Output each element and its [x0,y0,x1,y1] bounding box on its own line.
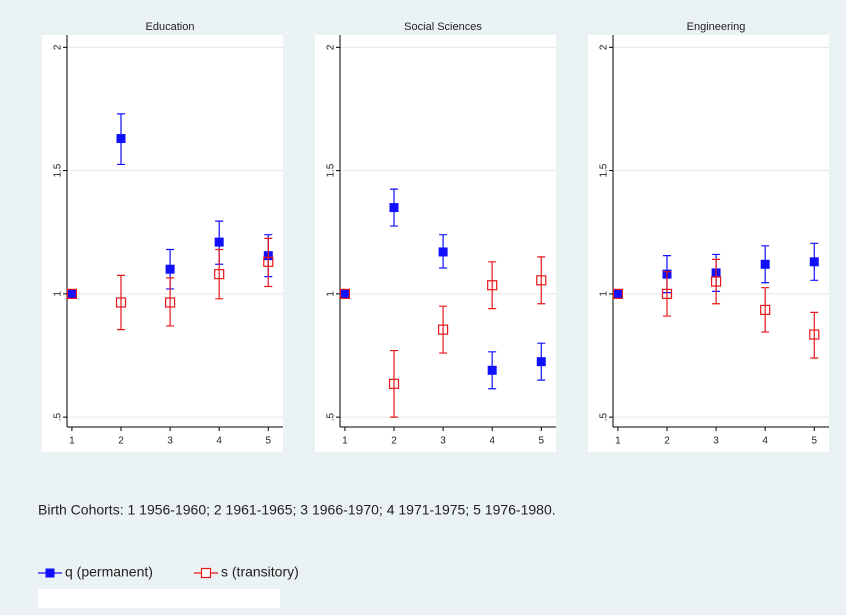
error-bar [439,305,448,354]
y-tick-label: 1.5 [53,163,64,177]
error-bar [215,248,224,300]
marker [536,357,546,367]
marker [116,134,126,144]
marker [165,264,175,274]
panel [315,35,556,452]
error-bar [488,261,497,310]
x-tick-label: 3 [440,436,446,447]
marker [661,288,673,299]
x-tick-label: 5 [811,436,817,447]
marker [67,289,77,299]
y-tick-label: .5 [326,413,337,422]
error-bar [537,256,546,305]
marker [438,247,448,257]
x-tick-label: 5 [265,436,271,447]
marker [536,275,547,286]
marker [340,289,350,299]
y-tick-label: 2 [599,44,610,50]
panel [42,35,283,452]
legend-label: s (transitory) [221,564,299,580]
x-tick-label: 1 [615,436,621,447]
y-tick-label: 2 [53,44,64,50]
marker [760,304,771,315]
legend-marker [200,567,212,579]
error-bar [390,349,398,418]
legend: q (permanent) s (transitory) [38,564,299,580]
error-bar [117,274,125,331]
x-tick-label: 2 [118,436,124,447]
error-bar [264,237,273,288]
marker [710,276,722,287]
marker [66,288,78,299]
note: Birth Cohorts: 1 1956-1960; 2 1961-1965;… [38,502,556,518]
error-bar [166,277,175,327]
legend-label: q (permanent) [65,564,153,580]
y-tick-label: 2 [326,44,337,50]
x-tick-label: 2 [391,436,397,447]
y-tick-label: .5 [53,413,64,422]
marker [389,203,399,213]
marker [487,365,497,375]
marker [263,256,274,267]
panel-title: Engineering [687,21,746,33]
x-tick-label: 4 [762,436,768,447]
x-tick-label: 1 [342,436,348,447]
marker [115,297,127,308]
x-tick-label: 4 [489,436,495,447]
error-bar [712,258,721,305]
x-tick-label: 2 [664,436,670,447]
marker [487,280,498,291]
x-tick-label: 3 [713,436,719,447]
marker [214,269,225,280]
marker [809,329,820,340]
panel-title: Social Sciences [404,21,482,33]
marker [612,288,624,299]
marker [613,289,623,299]
y-tick-label: 1 [599,291,610,297]
error-bar [663,271,671,317]
marker [437,324,449,335]
marker [760,259,770,269]
y-tick-label: .5 [599,413,610,422]
x-tick-label: 4 [216,436,222,447]
x-tick-label: 1 [69,436,75,447]
marker [339,288,351,299]
panel-title: Education [146,21,195,33]
panel [588,35,829,452]
marker [809,257,819,267]
y-tick-label: 1.5 [599,163,610,177]
marker [214,237,224,247]
y-tick-label: 1 [326,291,337,297]
x-tick-label: 3 [167,436,173,447]
y-tick-label: 1 [53,291,64,297]
error-bar [761,287,770,333]
y-tick-label: 1.5 [326,163,337,177]
error-bar [810,311,819,359]
marker [388,378,400,389]
legend-marker [45,568,55,578]
marker [164,297,176,308]
x-tick-label: 5 [538,436,544,447]
blank-box [38,589,280,608]
